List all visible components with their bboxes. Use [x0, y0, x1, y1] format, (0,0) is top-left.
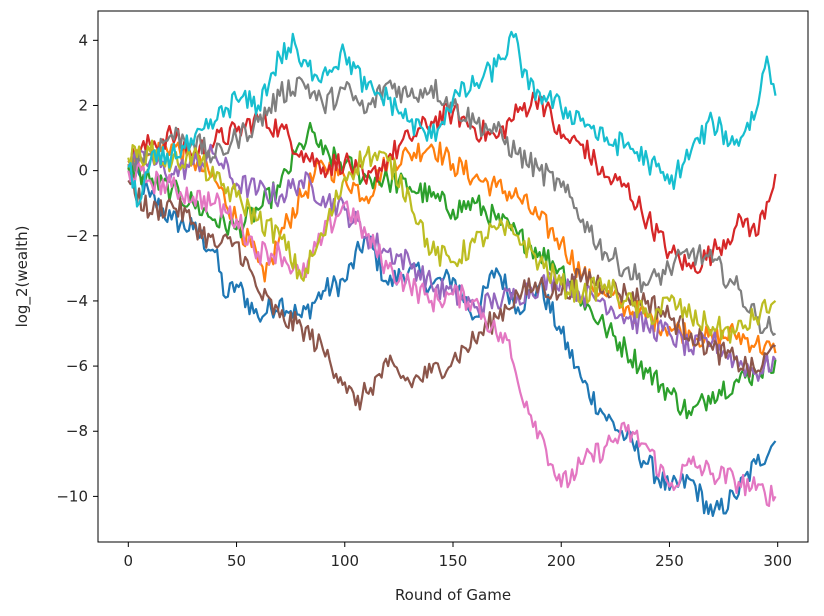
- plot-frame: [97, 10, 809, 543]
- y-tick-label: −10: [56, 487, 88, 505]
- x-tick-label: 100: [330, 552, 359, 570]
- series-line-3: [127, 91, 777, 275]
- y-tick-label: 0: [78, 162, 88, 180]
- plot-lines: [127, 30, 777, 518]
- y-tick-label: −6: [66, 357, 88, 375]
- y-tick-label: 4: [78, 31, 88, 49]
- series-line-8: [127, 139, 777, 344]
- x-tick-label: 50: [227, 552, 246, 570]
- x-tick-label: 0: [124, 552, 134, 570]
- series-line-6: [127, 163, 777, 507]
- series-line-9: [127, 30, 777, 208]
- x-tick-label: 150: [439, 552, 468, 570]
- x-tick-label: 300: [763, 552, 792, 570]
- y-tick-label: −2: [66, 227, 88, 245]
- y-tick-label: −4: [66, 292, 88, 310]
- series-line-1: [127, 141, 777, 356]
- series-line-5: [127, 173, 777, 411]
- x-tick-label: 250: [655, 552, 684, 570]
- y-tick-label: 2: [78, 96, 88, 114]
- x-axis-ticks: 0 50 100 150 200 250 300: [124, 542, 792, 570]
- y-axis-label: log_2(wealth): [13, 226, 32, 328]
- series-line-0: [128, 159, 777, 518]
- x-axis-label: Round of Game: [395, 586, 511, 604]
- series-line-4: [127, 143, 777, 382]
- y-axis-ticks: 4 2 0 −2 −4 −6 −8 −10: [56, 31, 98, 505]
- x-tick-label: 200: [547, 552, 576, 570]
- series-line-2: [127, 121, 777, 420]
- y-tick-label: −8: [66, 422, 88, 440]
